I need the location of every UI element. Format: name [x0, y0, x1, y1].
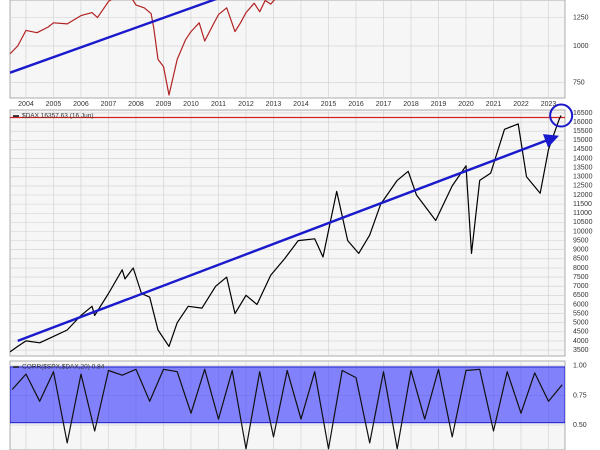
x-tick-label: 2010: [183, 101, 199, 108]
x-tick-label: 2009: [156, 101, 172, 108]
highlight-circle: [549, 103, 574, 128]
y-tick-label: 10000: [573, 228, 593, 235]
y-tick-label: 9500: [573, 237, 589, 244]
y-tick-label: 6500: [573, 292, 589, 299]
y-tick-label: 10500: [573, 219, 593, 226]
x-tick-label: 2007: [101, 101, 117, 108]
plot-layer: [10, 361, 565, 450]
plot-layer: [10, 0, 565, 98]
y-tick-label: 8000: [573, 265, 589, 272]
trend-line: [17, 134, 559, 343]
x-tick-label: 2018: [403, 101, 419, 108]
x-tick-label: 2014: [293, 101, 309, 108]
x-tick-label: 2005: [46, 101, 62, 108]
x-tick-label: 2006: [73, 101, 89, 108]
y-tick-label: 1000: [573, 43, 589, 50]
y-tick-label: 12000: [573, 192, 593, 199]
trend-line: [10, 0, 217, 74]
plot-layer: [10, 110, 565, 356]
y-tick-label: 8500: [573, 256, 589, 263]
x-tick-label: 2004: [18, 101, 34, 108]
y-tick-label: 13000: [573, 174, 593, 181]
y-tick-label: 14000: [573, 155, 593, 162]
y-tick-label: 5500: [573, 310, 589, 317]
legend-label: $DAX 16357.63 (16 Jun): [22, 113, 94, 120]
x-tick-label: 2017: [376, 101, 392, 108]
y-tick-label: 14500: [573, 146, 593, 153]
y-tick-label: 1250: [573, 14, 589, 21]
y-tick-label: 0.75: [573, 392, 587, 399]
x-tick-label: 2012: [238, 101, 254, 108]
y-tick-label: 1.00: [573, 363, 587, 370]
x-tick-label: 2023: [541, 101, 557, 108]
data-line: [11, 368, 563, 450]
y-tick-label: 750: [573, 79, 585, 86]
y-tick-label: 16000: [573, 119, 593, 126]
y-tick-label: 15000: [573, 137, 593, 144]
data-line: [10, 115, 562, 353]
data-line: [10, 0, 276, 96]
x-tick-label: 2020: [458, 101, 474, 108]
y-tick-label: 9000: [573, 247, 589, 254]
y-tick-label: 11000: [573, 210, 592, 217]
legend-label: CORR($SPX,$DAX,20) 0.84: [22, 364, 105, 371]
y-tick-label: 6000: [573, 301, 589, 308]
y-tick-label: 3500: [573, 347, 589, 354]
x-tick-label: 2021: [486, 101, 502, 108]
x-tick-label: 2016: [348, 101, 364, 108]
x-tick-label: 2015: [321, 101, 337, 108]
y-tick-label: 0.50: [573, 422, 587, 429]
x-tick-label: 2022: [513, 101, 529, 108]
y-tick-label: 4500: [573, 329, 589, 336]
x-tick-label: 2011: [211, 101, 226, 108]
y-tick-label: 12500: [573, 183, 593, 190]
y-tick-label: 4000: [573, 338, 589, 345]
y-tick-label: 7000: [573, 283, 589, 290]
y-tick-label: 5000: [573, 320, 589, 327]
y-tick-label: 7500: [573, 274, 589, 281]
y-tick-label: 16500: [573, 110, 593, 117]
plot-area: [9, 109, 566, 357]
x-tick-label: 2013: [266, 101, 282, 108]
x-tick-label: 2008: [128, 101, 144, 108]
x-tick-label: 2019: [431, 101, 447, 108]
y-tick-label: 11500: [573, 201, 592, 208]
band: [10, 366, 565, 424]
y-tick-label: 15500: [573, 128, 593, 135]
y-tick-label: 13500: [573, 164, 593, 171]
plot-area: [9, 0, 566, 99]
